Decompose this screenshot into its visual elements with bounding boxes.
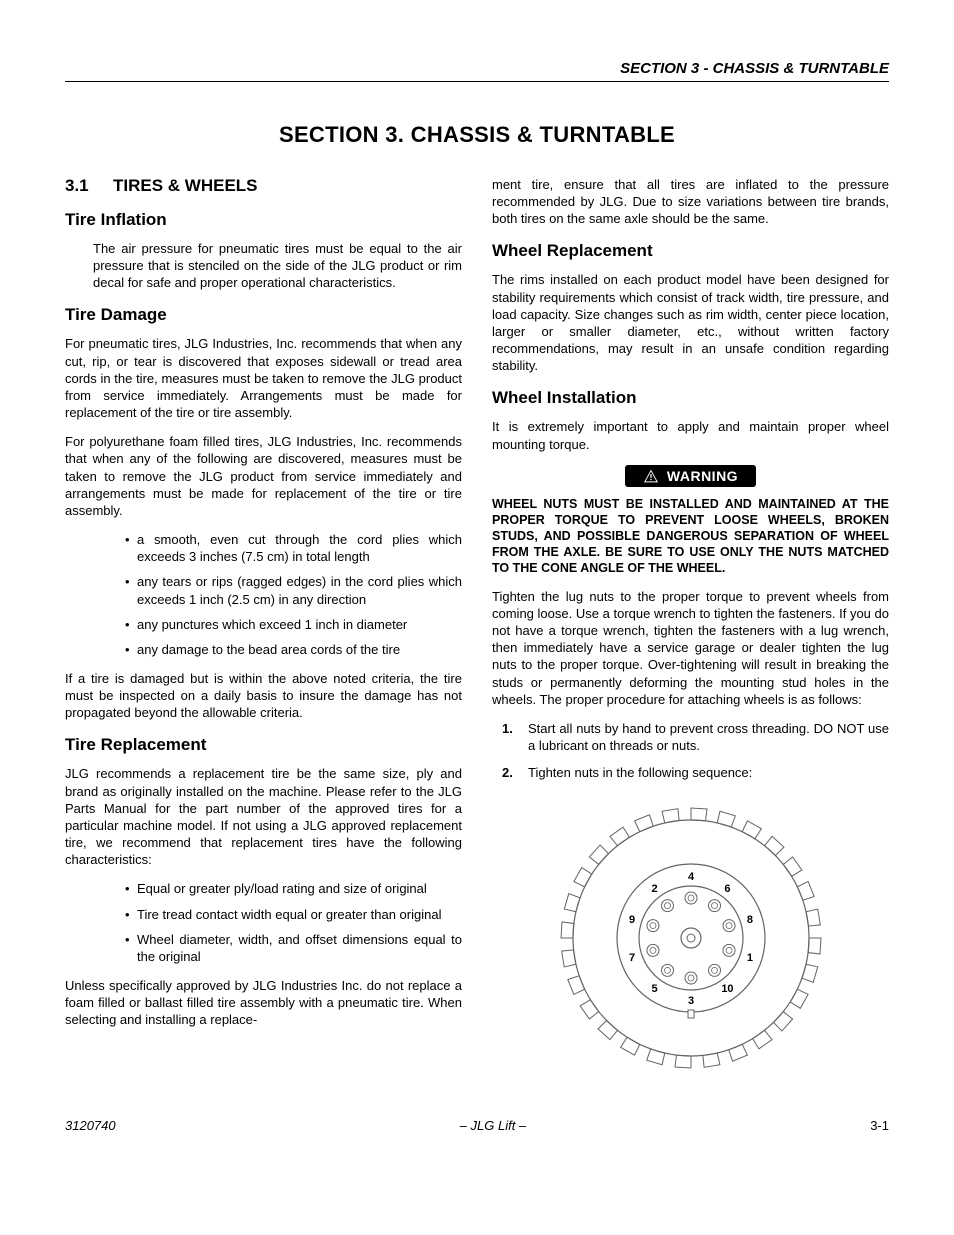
wheel-replacement-p1: The rims installed on each product model…: [492, 271, 889, 374]
tire-replacement-p2: Unless specifically approved by JLG Indu…: [65, 977, 462, 1028]
list-item: Tire tread contact width equal or greate…: [125, 906, 462, 923]
tire-inflation-p1: The air pressure for pneumatic tires mus…: [93, 240, 462, 291]
left-column: 3.1TIRES & WHEELS Tire Inflation The air…: [65, 176, 462, 1088]
list-item: any punctures which exceed 1 inch in dia…: [125, 616, 462, 633]
list-item: Start all nuts by hand to prevent cross …: [502, 720, 889, 754]
list-item: Wheel diameter, width, and offset dimens…: [125, 931, 462, 965]
heading-wheel-replacement: Wheel Replacement: [492, 241, 889, 261]
svg-text:4: 4: [687, 871, 694, 883]
right-column: ment tire, ensure that all tires are inf…: [492, 176, 889, 1088]
svg-text:7: 7: [628, 952, 634, 964]
heading-wheel-installation: Wheel Installation: [492, 388, 889, 408]
tire-damage-p2: For polyurethane foam filled tires, JLG …: [65, 433, 462, 519]
heading-tire-damage: Tire Damage: [65, 305, 462, 325]
svg-text:6: 6: [724, 883, 730, 895]
svg-text:5: 5: [651, 983, 657, 995]
wheel-installation-p1: It is extremely important to apply and m…: [492, 418, 889, 452]
page-footer: 3120740 – JLG Lift – 3-1: [65, 1118, 889, 1133]
heading-tire-inflation: Tire Inflation: [65, 210, 462, 230]
list-item: Equal or greater ply/load rating and siz…: [125, 880, 462, 897]
warning-pill: WARNING: [625, 465, 756, 487]
heading-number: 3.1: [65, 176, 113, 196]
continuation-paragraph: ment tire, ensure that all tires are inf…: [492, 176, 889, 227]
tire-damage-p3: If a tire is damaged but is within the a…: [65, 670, 462, 721]
heading-3-1: 3.1TIRES & WHEELS: [65, 176, 462, 196]
content-columns: 3.1TIRES & WHEELS Tire Inflation The air…: [65, 176, 889, 1088]
footer-right: 3-1: [870, 1118, 889, 1133]
list-item: a smooth, even cut through the cord plie…: [125, 531, 462, 565]
warning-label: WARNING: [667, 468, 738, 484]
tire-damage-bullets: a smooth, even cut through the cord plie…: [125, 531, 462, 658]
warning-triangle-icon: [643, 469, 659, 483]
list-item: any damage to the bead area cords of the…: [125, 641, 462, 658]
lug-sequence-svg: 1 2 3 4 5 6 7 8 9 10: [546, 793, 836, 1083]
svg-text:9: 9: [628, 914, 634, 926]
svg-text:10: 10: [721, 983, 733, 995]
svg-text:8: 8: [746, 914, 752, 926]
section-title: SECTION 3. CHASSIS & TURNTABLE: [65, 122, 889, 148]
list-item: Tighten nuts in the following sequence:: [502, 764, 889, 781]
list-item: any tears or rips (ragged edges) in the …: [125, 573, 462, 607]
footer-left: 3120740: [65, 1118, 116, 1133]
footer-mid: – JLG Lift –: [460, 1118, 526, 1133]
lug-sequence-diagram: 1 2 3 4 5 6 7 8 9 10: [492, 793, 889, 1088]
heading-text: TIRES & WHEELS: [113, 176, 258, 195]
tire-damage-p1: For pneumatic tires, JLG Industries, Inc…: [65, 335, 462, 421]
heading-tire-replacement: Tire Replacement: [65, 735, 462, 755]
svg-text:2: 2: [651, 883, 657, 895]
tire-replacement-bullets: Equal or greater ply/load rating and siz…: [125, 880, 462, 965]
wheel-installation-p2: Tighten the lug nuts to the proper torqu…: [492, 588, 889, 708]
svg-text:3: 3: [687, 995, 693, 1007]
warning-pill-wrap: WARNING: [492, 465, 889, 488]
warning-text: WHEEL NUTS MUST BE INSTALLED AND MAINTAI…: [492, 496, 889, 576]
tire-replacement-p1: JLG recommends a replacement tire be the…: [65, 765, 462, 868]
wheel-install-steps: Start all nuts by hand to prevent cross …: [502, 720, 889, 781]
running-head: SECTION 3 - CHASSIS & TURNTABLE: [65, 60, 889, 82]
svg-text:1: 1: [746, 952, 752, 964]
